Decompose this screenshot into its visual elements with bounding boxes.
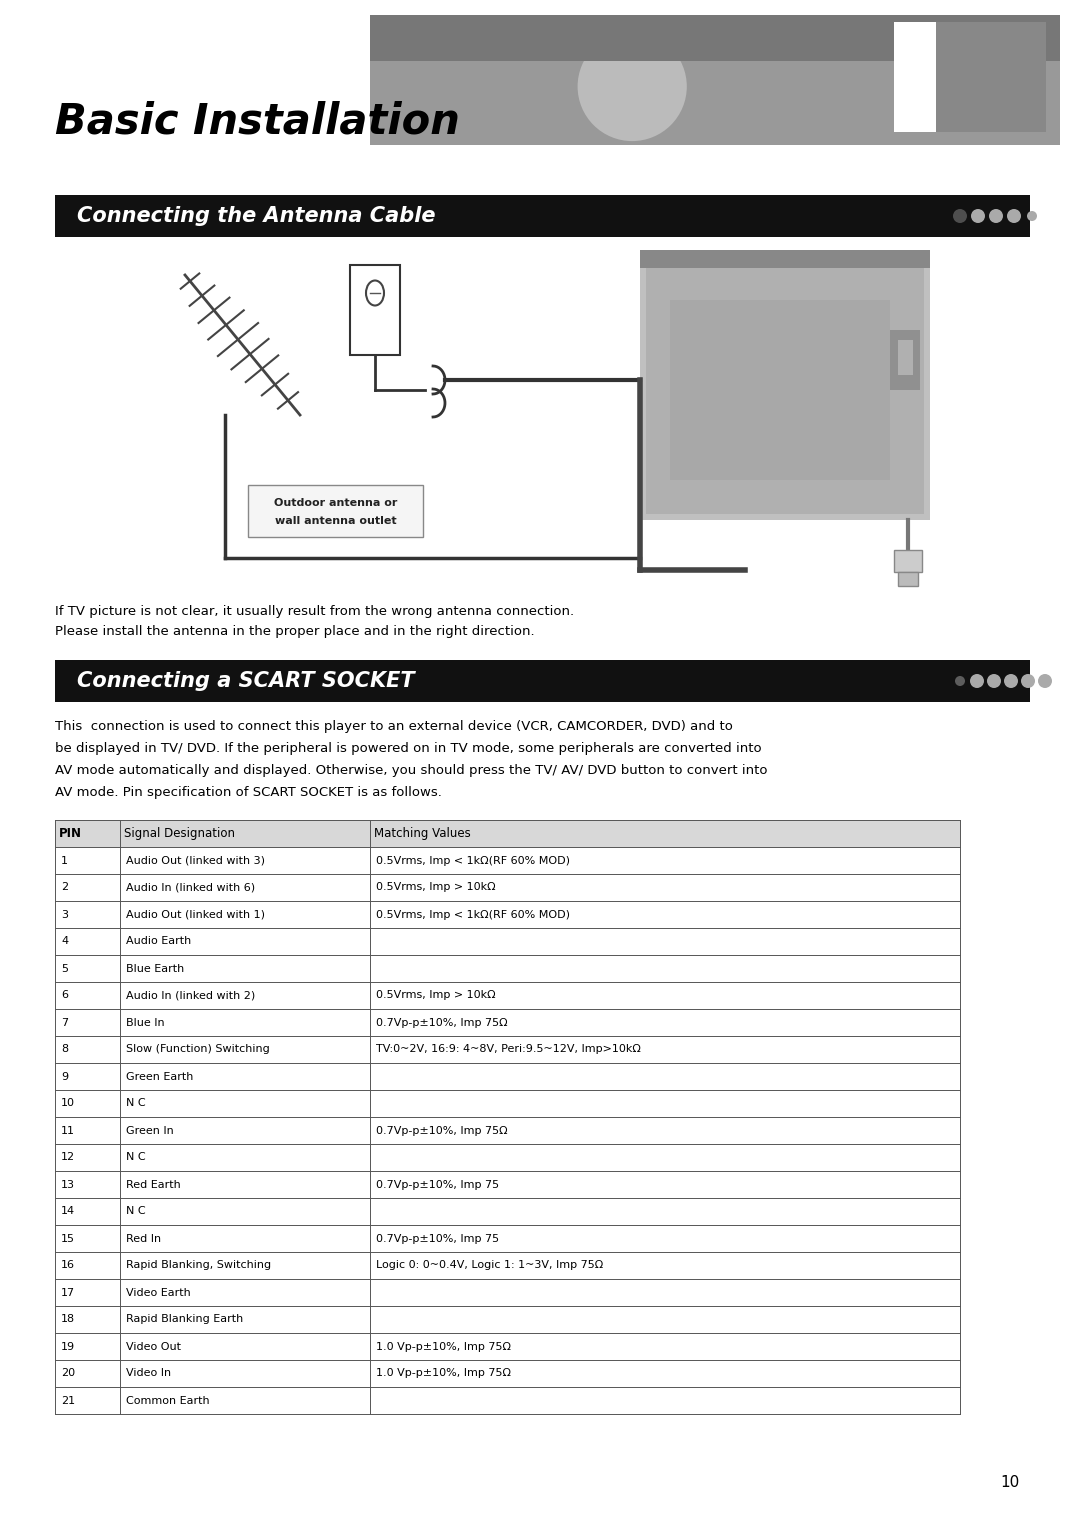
Text: 0.7Vp-p±10%, Imp 75Ω: 0.7Vp-p±10%, Imp 75Ω: [376, 1126, 508, 1135]
Text: TV:0~2V, 16:9: 4~8V, Peri:9.5~12V, Imp>10kΩ: TV:0~2V, 16:9: 4~8V, Peri:9.5~12V, Imp>1…: [376, 1045, 640, 1054]
Bar: [55, 660, 1030, 701]
Text: Video Out: Video Out: [126, 1342, 181, 1351]
Circle shape: [970, 674, 984, 688]
Text: 19: 19: [60, 1342, 76, 1351]
Text: 8: 8: [60, 1045, 68, 1054]
Text: 0.5Vrms, Imp < 1kΩ(RF 60% MOD): 0.5Vrms, Imp < 1kΩ(RF 60% MOD): [376, 909, 570, 920]
Text: Red Earth: Red Earth: [126, 1180, 180, 1189]
Bar: [640, 251, 930, 520]
Bar: [646, 257, 924, 513]
Bar: [894, 21, 935, 131]
Bar: [370, 15, 1059, 145]
Text: 0.5Vrms, Imp > 10kΩ: 0.5Vrms, Imp > 10kΩ: [376, 990, 496, 1001]
Text: wall antenna outlet: wall antenna outlet: [274, 516, 396, 526]
Text: 9: 9: [60, 1071, 68, 1082]
Text: Matching Values: Matching Values: [374, 827, 471, 840]
Circle shape: [1038, 674, 1052, 688]
Circle shape: [1007, 209, 1021, 223]
Bar: [670, 299, 890, 480]
Text: 17: 17: [60, 1288, 76, 1297]
Text: 18: 18: [60, 1314, 76, 1325]
Text: Outdoor antenna or: Outdoor antenna or: [274, 498, 397, 507]
Text: Blue Earth: Blue Earth: [126, 964, 185, 973]
Text: Rapid Blanking Earth: Rapid Blanking Earth: [126, 1314, 243, 1325]
Text: PIN: PIN: [59, 827, 82, 840]
Circle shape: [955, 675, 966, 686]
Text: 0.7Vp-p±10%, Imp 75: 0.7Vp-p±10%, Imp 75: [376, 1180, 499, 1189]
Text: 15: 15: [60, 1233, 75, 1244]
Bar: [897, 571, 918, 587]
Text: 0.7Vp-p±10%, Imp 75Ω: 0.7Vp-p±10%, Imp 75Ω: [376, 1018, 508, 1027]
Circle shape: [1004, 674, 1018, 688]
Text: Audio Out (linked with 3): Audio Out (linked with 3): [126, 856, 265, 865]
Text: Green In: Green In: [126, 1126, 174, 1135]
Text: Basic Installation: Basic Installation: [55, 99, 460, 142]
Text: 0.5Vrms, Imp > 10kΩ: 0.5Vrms, Imp > 10kΩ: [376, 883, 496, 892]
Text: Connecting the Antenna Cable: Connecting the Antenna Cable: [77, 206, 435, 226]
Text: Slow (Function) Switching: Slow (Function) Switching: [126, 1045, 270, 1054]
Text: If TV picture is not clear, it usually result from the wrong antenna connection.: If TV picture is not clear, it usually r…: [55, 605, 575, 617]
Text: N C: N C: [126, 1099, 146, 1108]
Text: Video In: Video In: [126, 1369, 171, 1378]
Bar: [248, 484, 423, 536]
Text: 11: 11: [60, 1126, 75, 1135]
Text: Red In: Red In: [126, 1233, 161, 1244]
Text: Signal Designation: Signal Designation: [124, 827, 235, 840]
Bar: [640, 251, 930, 267]
Text: Green Earth: Green Earth: [126, 1071, 193, 1082]
Text: Logic 0: 0~0.4V, Logic 1: 1~3V, Imp 75Ω: Logic 0: 0~0.4V, Logic 1: 1~3V, Imp 75Ω: [376, 1261, 604, 1270]
Text: 1: 1: [60, 856, 68, 865]
Text: This  connection is used to connect this player to an external device (VCR, CAMC: This connection is used to connect this …: [55, 720, 733, 733]
Text: 12: 12: [60, 1152, 76, 1163]
Text: 1.0 Vp-p±10%, Imp 75Ω: 1.0 Vp-p±10%, Imp 75Ω: [376, 1369, 511, 1378]
Circle shape: [578, 32, 687, 141]
Circle shape: [953, 209, 967, 223]
Text: 21: 21: [60, 1395, 76, 1406]
Text: 3: 3: [60, 909, 68, 920]
Bar: [370, 15, 1059, 61]
Text: 4: 4: [60, 937, 68, 946]
Text: Audio In (linked with 6): Audio In (linked with 6): [126, 883, 255, 892]
Text: 16: 16: [60, 1261, 75, 1270]
Text: 13: 13: [60, 1180, 75, 1189]
Circle shape: [1027, 211, 1037, 222]
Bar: [935, 21, 1047, 131]
Text: 14: 14: [60, 1207, 76, 1216]
Text: N C: N C: [126, 1207, 146, 1216]
Bar: [55, 821, 960, 847]
Text: 10: 10: [1001, 1475, 1020, 1490]
Text: N C: N C: [126, 1152, 146, 1163]
Text: AV mode. Pin specification of SCART SOCKET is as follows.: AV mode. Pin specification of SCART SOCK…: [55, 785, 442, 799]
Text: Audio Out (linked with 1): Audio Out (linked with 1): [126, 909, 265, 920]
Text: 1.0 Vp-p±10%, Imp 75Ω: 1.0 Vp-p±10%, Imp 75Ω: [376, 1342, 511, 1351]
Text: AV mode automatically and displayed. Otherwise, you should press the TV/ AV/ DVD: AV mode automatically and displayed. Oth…: [55, 764, 768, 778]
Text: Please install the antenna in the proper place and in the right direction.: Please install the antenna in the proper…: [55, 625, 535, 639]
Text: 6: 6: [60, 990, 68, 1001]
Text: Audio Earth: Audio Earth: [126, 937, 191, 946]
Text: Connecting a SCART SOCKET: Connecting a SCART SOCKET: [77, 671, 415, 691]
Text: Audio In (linked with 2): Audio In (linked with 2): [126, 990, 255, 1001]
Text: 20: 20: [60, 1369, 76, 1378]
Bar: [55, 196, 1030, 237]
Circle shape: [1021, 674, 1035, 688]
Text: 7: 7: [60, 1018, 68, 1027]
Bar: [897, 341, 913, 374]
Circle shape: [989, 209, 1003, 223]
Text: be displayed in TV/ DVD. If the peripheral is powered on in TV mode, some periph: be displayed in TV/ DVD. If the peripher…: [55, 743, 761, 755]
Text: Rapid Blanking, Switching: Rapid Blanking, Switching: [126, 1261, 271, 1270]
Text: Video Earth: Video Earth: [126, 1288, 191, 1297]
Text: 5: 5: [60, 964, 68, 973]
Bar: [890, 330, 920, 390]
Text: Common Earth: Common Earth: [126, 1395, 210, 1406]
Bar: [894, 550, 922, 571]
Circle shape: [987, 674, 1001, 688]
Circle shape: [971, 209, 985, 223]
Text: 0.5Vrms, Imp < 1kΩ(RF 60% MOD): 0.5Vrms, Imp < 1kΩ(RF 60% MOD): [376, 856, 570, 865]
Text: Blue In: Blue In: [126, 1018, 164, 1027]
Text: 0.7Vp-p±10%, Imp 75: 0.7Vp-p±10%, Imp 75: [376, 1233, 499, 1244]
Bar: [350, 264, 400, 354]
Text: 10: 10: [60, 1099, 75, 1108]
Text: 2: 2: [60, 883, 68, 892]
